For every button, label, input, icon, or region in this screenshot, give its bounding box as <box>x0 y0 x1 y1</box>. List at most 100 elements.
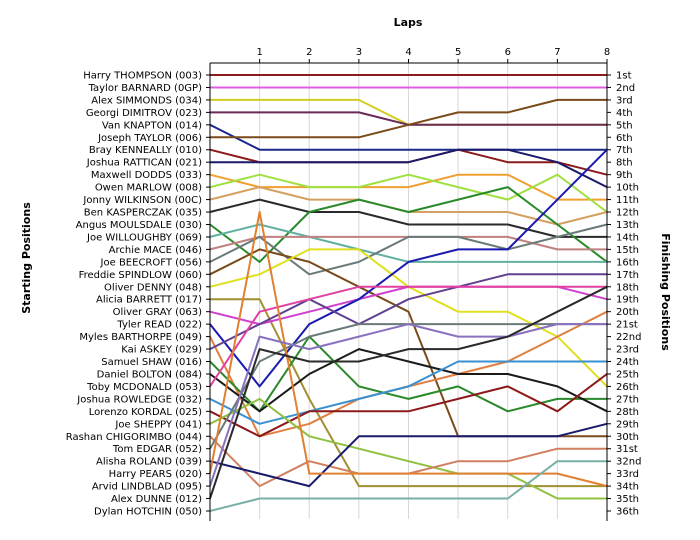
series-line-29 <box>209 397 607 500</box>
starting-position-label: Joe BEECROFT (056) <box>100 257 203 268</box>
starting-position-label: Kai ASKEY (029) <box>121 345 202 356</box>
starting-position-label: Joshua RATTICAN (021) <box>86 158 202 169</box>
series-line-21 <box>209 148 608 388</box>
series-lines <box>209 74 608 512</box>
finishing-position-label: 30th <box>616 432 639 443</box>
finishing-position-label: 33rd <box>616 469 639 480</box>
finishing-position-label: 10th <box>616 183 639 194</box>
starting-position-label: Harry THOMPSON (003) <box>83 71 202 82</box>
finishing-position-label: 26th <box>616 382 639 393</box>
x-tick-label: 7 <box>554 47 560 58</box>
x-tick-label: 2 <box>306 47 312 58</box>
finishing-position-label: 3rd <box>616 95 633 106</box>
finishing-position-label: 25th <box>616 369 639 380</box>
starting-position-label: Tom EDGAR (052) <box>112 444 202 455</box>
starting-position-label: Archie MACE (046) <box>109 245 202 256</box>
axes <box>206 59 611 521</box>
series-line-32 <box>209 422 608 488</box>
starting-position-label: Joshua ROWLEDGE (032) <box>76 394 202 405</box>
series-line-9 <box>209 173 607 201</box>
series-line-27 <box>209 360 607 425</box>
finishing-position-labels: 1st2nd3rd4th5th6th7th8th9th10th11th12th1… <box>616 71 641 518</box>
starting-position-label: Oliver DENNY (048) <box>104 282 202 293</box>
starting-position-label: Joseph TAYLOR (006) <box>97 133 202 144</box>
y-axis-label-right: Finishing Positions <box>659 233 672 351</box>
starting-position-label: Taylor BARNARD (0GP) <box>88 83 203 94</box>
starting-position-label: Joe SHEPPY (041) <box>114 419 202 430</box>
finishing-position-label: 13th <box>616 220 639 231</box>
finishing-position-label: 34th <box>616 482 639 493</box>
starting-position-label: Joe WILLOUGHBY (069) <box>86 232 202 243</box>
series-line-19 <box>210 298 607 488</box>
series-line-34 <box>209 323 607 487</box>
finishing-position-label: 35th <box>616 494 639 505</box>
x-tick-label: 3 <box>356 47 362 58</box>
finishing-position-label: 6th <box>616 133 633 144</box>
finishing-position-label: 36th <box>616 507 639 518</box>
starting-position-label: Rashan CHIGORIMBO (044) <box>66 432 202 443</box>
finishing-position-label: 31st <box>616 444 638 455</box>
starting-position-label: Alicia BARRETT (017) <box>96 295 202 306</box>
starting-position-labels: Harry THOMPSON (003)Taylor BARNARD (0GP)… <box>66 71 202 518</box>
starting-position-label: Owen MARLOW (008) <box>95 183 202 194</box>
x-tick-label: 8 <box>604 47 610 58</box>
starting-position-label: Alisha ROLAND (039) <box>96 457 202 468</box>
starting-position-label: Tyler READ (022) <box>116 320 202 331</box>
starting-position-label: Daniel BOLTON (084) <box>97 369 202 380</box>
finishing-position-label: 22nd <box>616 332 641 343</box>
finishing-position-label: 8th <box>616 158 633 169</box>
starting-position-label: Alex SIMMONDS (034) <box>91 95 202 106</box>
finishing-position-label: 32nd <box>616 457 641 468</box>
starting-position-label: Jonny WILKINSON (00C) <box>82 195 202 206</box>
starting-position-label: Harry PEARS (020) <box>109 469 202 480</box>
series-line-25 <box>209 348 608 413</box>
series-line-28 <box>209 373 608 438</box>
series-line-10 <box>209 173 608 213</box>
starting-position-label: Myles BARTHORPE (049) <box>79 332 202 343</box>
finishing-position-label: 17th <box>616 270 639 281</box>
starting-position-label: Angus MOULSDALE (030) <box>76 220 202 231</box>
finishing-position-label: 29th <box>616 419 639 430</box>
series-line-16 <box>209 223 608 276</box>
finishing-position-label: 27th <box>616 394 639 405</box>
finishing-position-label: 15th <box>616 245 639 256</box>
finishing-position-label: 20th <box>616 307 639 318</box>
series-line-5 <box>209 123 607 151</box>
finishing-position-label: 5th <box>616 120 633 131</box>
x-tick-label: 5 <box>455 47 461 58</box>
starting-position-label: Georgi DIMITROV (023) <box>86 108 202 119</box>
finishing-position-label: 23rd <box>616 345 639 356</box>
starting-position-label: Ben KASPERCZAK (035) <box>84 208 202 219</box>
finishing-position-label: 1st <box>616 71 632 82</box>
starting-position-label: Arvid LINDBLAD (095) <box>92 482 202 493</box>
finishing-position-label: 24th <box>616 357 639 368</box>
finishing-position-label: 21st <box>616 320 638 331</box>
starting-position-label: Maxwell DODDS (033) <box>91 170 202 181</box>
starting-position-label: Alex DUNNE (012) <box>111 494 202 505</box>
finishing-position-label: 18th <box>616 282 639 293</box>
gridlines <box>259 63 608 519</box>
series-line-26 <box>209 285 607 387</box>
starting-position-label: Van KNAPTON (014) <box>102 120 202 131</box>
starting-position-label: Oliver GRAY (063) <box>113 307 202 318</box>
series-line-12 <box>209 198 607 238</box>
finishing-position-label: 19th <box>616 295 639 306</box>
finishing-position-label: 16th <box>616 257 639 268</box>
x-tick-labels: 1 2 3 4 5 6 7 8 <box>256 47 610 58</box>
starting-position-label: Freddie SPINDLOW (060) <box>79 270 203 281</box>
starting-position-label: Bray KENNEALLY (010) <box>89 145 202 156</box>
finishing-position-label: 11th <box>616 195 639 206</box>
chart-title: Laps <box>394 16 423 29</box>
y-axis-label-left: Starting Positions <box>20 202 33 314</box>
series-line-13 <box>209 186 608 263</box>
series-line-6 <box>210 98 607 139</box>
finishing-position-label: 14th <box>616 232 639 243</box>
finishing-position-label: 12th <box>616 208 639 219</box>
series-line-23 <box>209 273 607 350</box>
finishing-position-label: 9th <box>616 170 633 181</box>
starting-position-label: Lorenzo KORDAL (025) <box>89 407 202 418</box>
series-line-35 <box>209 285 608 499</box>
series-line-36 <box>209 460 607 512</box>
